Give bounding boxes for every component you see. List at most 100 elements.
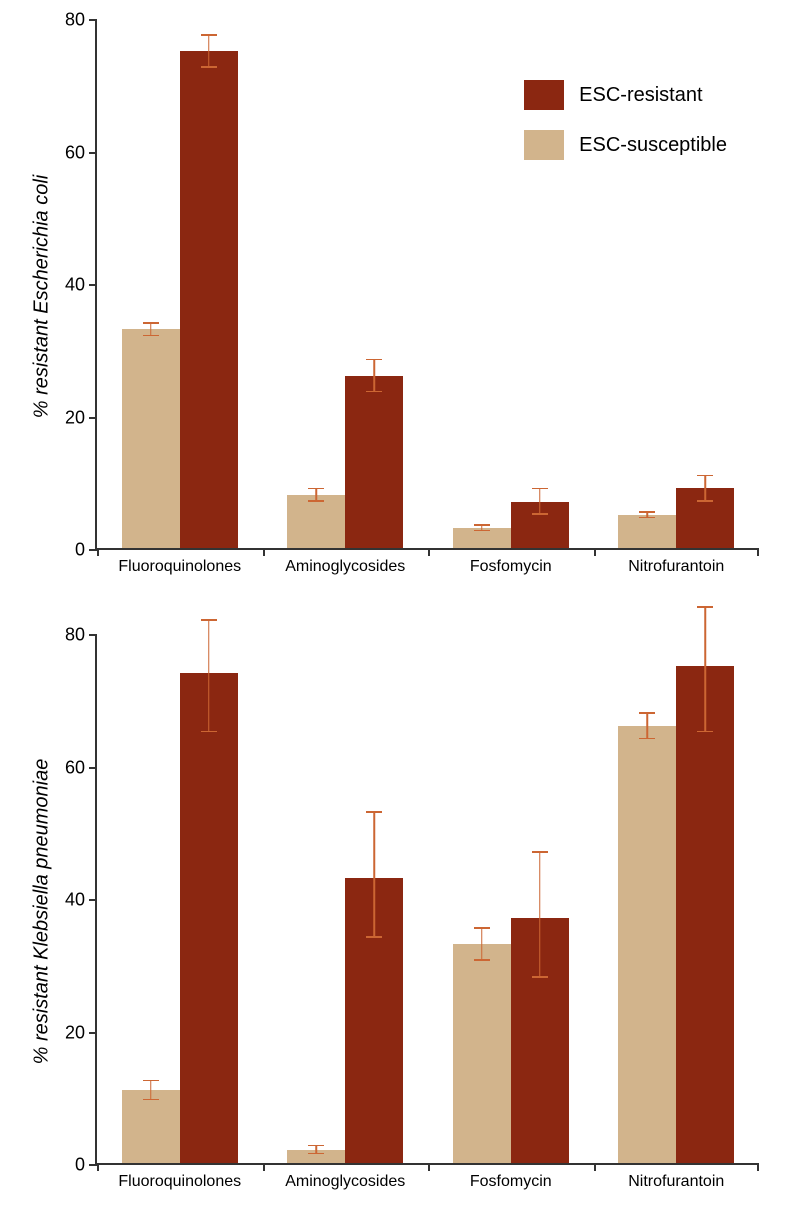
error-bar [539,852,541,978]
error-cap [366,936,382,938]
bar-susceptible [618,726,676,1163]
x-tick [428,1163,430,1171]
error-cap [143,322,159,324]
error-cap [639,511,655,513]
error-cap [532,851,548,853]
error-bar [704,475,706,502]
error-cap [366,811,382,813]
x-tick-label: Aminoglycosides [285,1173,405,1191]
error-cap [532,976,548,978]
y-tick-label: 0 [75,540,85,561]
legend-swatch [524,130,564,160]
y-tick-label: 20 [65,407,85,428]
x-tick-label: Fluoroquinolones [118,1173,241,1191]
y-tick [89,284,97,286]
bar-resistant [676,666,734,1163]
x-tick [757,548,759,556]
y-tick [89,1164,97,1166]
error-cap [201,66,217,68]
error-cap [143,1099,159,1101]
error-cap [532,513,548,515]
error-cap [639,517,655,519]
y-tick-label: 0 [75,1155,85,1176]
error-cap [308,1145,324,1147]
y-tick-label: 80 [65,10,85,31]
chart-1: 020406080% resistant Klebsiella pneumoni… [0,635,787,1215]
x-tick-label: Nitrofurantoin [628,1173,724,1191]
bar-resistant [180,673,238,1163]
error-bar [373,812,375,938]
y-axis-label: % resistant Klebsiella pneumoniae [31,647,54,1177]
legend-label: ESC-resistant [579,84,702,107]
error-bar [539,488,541,515]
x-tick [757,1163,759,1171]
y-tick-label: 60 [65,757,85,778]
bar-susceptible [287,495,345,548]
error-cap [697,475,713,477]
y-tick-label: 40 [65,275,85,296]
plot-area: 020406080% resistant Klebsiella pneumoni… [95,635,757,1165]
y-tick [89,549,97,551]
y-axis-label: % resistant Escherichia coli [31,32,54,562]
error-cap [201,34,217,36]
legend-item: ESC-susceptible [524,130,727,160]
y-tick [89,152,97,154]
error-cap [474,927,490,929]
x-tick [263,1163,265,1171]
y-tick [89,767,97,769]
error-cap [143,1080,159,1082]
bar-susceptible [618,515,676,548]
error-bar [373,359,375,392]
bar-susceptible [453,944,511,1163]
error-cap [697,731,713,733]
x-tick [97,548,99,556]
x-tick-label: Fosfomycin [470,558,552,576]
y-tick-label: 20 [65,1022,85,1043]
error-cap [366,359,382,361]
legend-item: ESC-resistant [524,80,727,110]
error-cap [143,335,159,337]
y-tick [89,1032,97,1034]
error-cap [201,731,217,733]
error-cap [308,500,324,502]
error-cap [474,524,490,526]
error-bar [208,35,210,68]
x-tick [594,1163,596,1171]
x-tick [97,1163,99,1171]
error-bar [208,620,210,733]
error-cap [308,1153,324,1155]
y-tick-label: 60 [65,142,85,163]
error-cap [639,712,655,714]
x-tick-label: Fluoroquinolones [118,558,241,576]
error-bar [150,1080,152,1100]
error-cap [697,606,713,608]
x-tick [263,548,265,556]
y-tick [89,417,97,419]
error-cap [201,619,217,621]
x-tick-label: Nitrofurantoin [628,558,724,576]
y-tick [89,899,97,901]
error-bar [704,607,706,733]
error-bar [481,928,483,961]
bar-resistant [345,376,403,548]
x-tick [428,548,430,556]
error-cap [532,488,548,490]
error-cap [366,391,382,393]
error-cap [639,738,655,740]
y-tick-label: 80 [65,625,85,646]
legend: ESC-resistant ESC-susceptible [524,80,727,180]
x-tick-label: Aminoglycosides [285,558,405,576]
x-tick-label: Fosfomycin [470,1173,552,1191]
error-cap [474,530,490,532]
bar-susceptible [122,329,180,548]
legend-swatch [524,80,564,110]
bar-susceptible [122,1090,180,1163]
y-tick [89,19,97,21]
error-bar [647,713,649,740]
y-tick-label: 40 [65,890,85,911]
y-tick [89,634,97,636]
error-cap [474,959,490,961]
x-tick [594,548,596,556]
legend-label: ESC-susceptible [579,134,727,157]
error-cap [697,500,713,502]
